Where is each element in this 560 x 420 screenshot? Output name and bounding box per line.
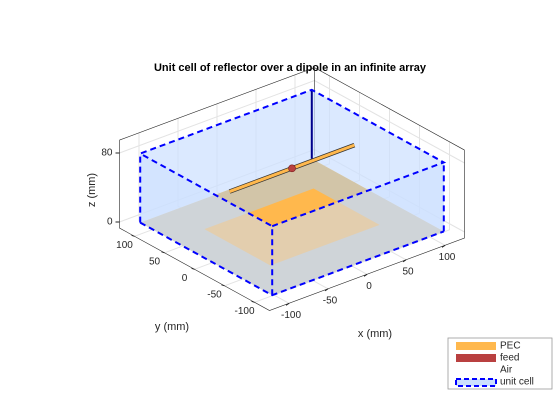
x-tick (285, 302, 290, 306)
y-tick-label: -100 (234, 306, 254, 317)
unit-cell-edge (137, 88, 447, 228)
x-tick (402, 259, 407, 263)
x-tick-label: 50 (402, 266, 414, 277)
y-tick-label: 50 (149, 256, 161, 267)
z-tick-label: 0 (107, 217, 113, 228)
chart-title: Unit cell of reflector over a dipole in … (154, 62, 427, 74)
y-tick (221, 284, 225, 287)
x-tick-label: -50 (323, 295, 338, 306)
y-tick-label: 100 (116, 240, 133, 251)
x-tick (324, 288, 329, 292)
legend-label: Air (500, 365, 513, 376)
air-wall (140, 153, 273, 296)
x-tick-label: 100 (439, 252, 456, 263)
z-tick-label: 80 (101, 148, 113, 159)
legend-swatch (456, 342, 496, 350)
legend-swatch (456, 354, 496, 362)
legend-label: feed (500, 353, 519, 364)
feed (288, 164, 296, 173)
y-tick-label: -50 (207, 289, 222, 300)
y-tick (161, 251, 165, 254)
air-wall (272, 162, 444, 296)
legend-label: unit cell (500, 377, 534, 388)
y-tick (131, 234, 135, 237)
x-axis-label: x (mm) (358, 328, 392, 340)
y-tick-label: 0 (182, 273, 188, 284)
y-tick (251, 300, 255, 303)
y-tick (191, 267, 195, 270)
x-tick (363, 273, 368, 277)
z-axis-label: z (mm) (86, 173, 98, 207)
axes-edge (119, 140, 465, 311)
y-axis-label: y (mm) (155, 321, 189, 333)
x-tick-label: 0 (366, 281, 372, 292)
x-tick-label: -100 (281, 310, 301, 321)
legend-swatch (455, 378, 497, 387)
x-tick (441, 244, 446, 248)
scene: -100 -50 0 50 100 -100 -50 0 50 100 0 80 (101, 67, 465, 321)
legend-label: PEC (500, 341, 521, 352)
